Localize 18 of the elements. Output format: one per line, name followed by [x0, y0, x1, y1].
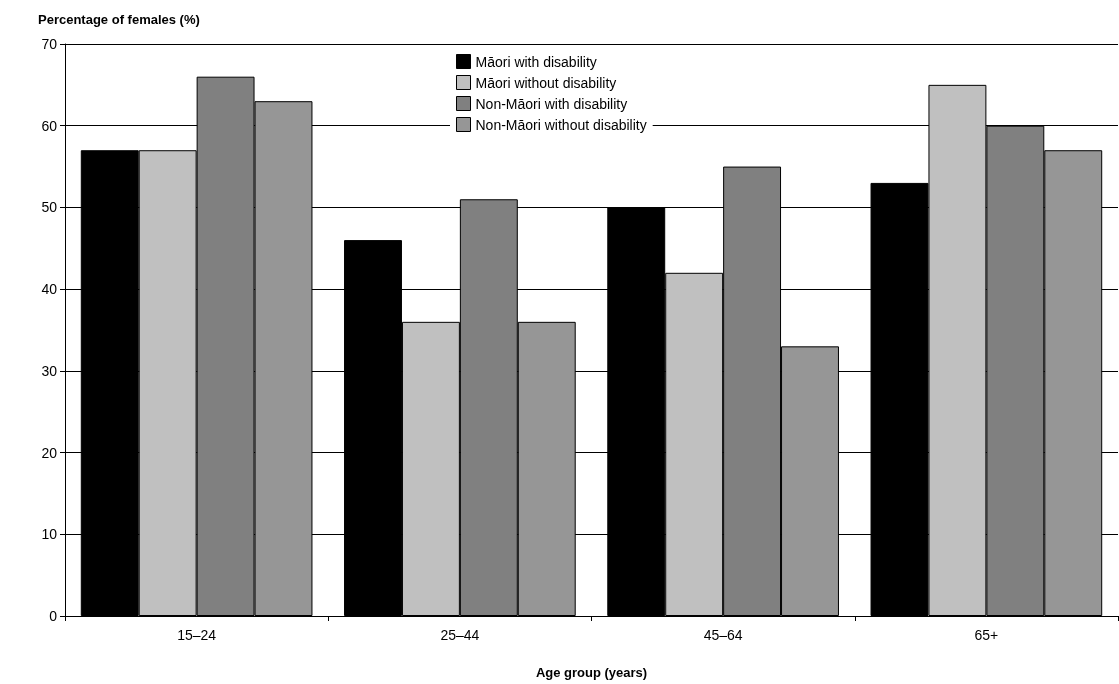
x-tick-label: 45–64 — [703, 627, 743, 643]
y-axis-title: Percentage of females (%) — [38, 12, 200, 27]
y-tick-label: 10 — [41, 526, 58, 543]
legend-label: Non-Māori without disability — [475, 116, 647, 133]
legend-label: Māori without disability — [475, 74, 617, 91]
y-tick-label: 70 — [41, 36, 58, 52]
y-tick-label: 20 — [41, 444, 58, 461]
legend-label: Māori with disability — [475, 53, 597, 70]
y-tick-label: 50 — [41, 199, 58, 216]
x-tick-label: 15–24 — [177, 627, 217, 643]
x-tick-label: 65+ — [974, 627, 999, 643]
y-tick-label: 60 — [41, 117, 58, 134]
y-tick-label: 0 — [49, 608, 58, 624]
x-tick-label: 25–44 — [440, 627, 480, 643]
y-tick-label: 30 — [41, 362, 58, 379]
y-tick-label: 40 — [41, 281, 58, 298]
x-axis-title: Age group (years) — [535, 665, 648, 680]
legend-label: Non-Māori with disability — [475, 95, 628, 112]
